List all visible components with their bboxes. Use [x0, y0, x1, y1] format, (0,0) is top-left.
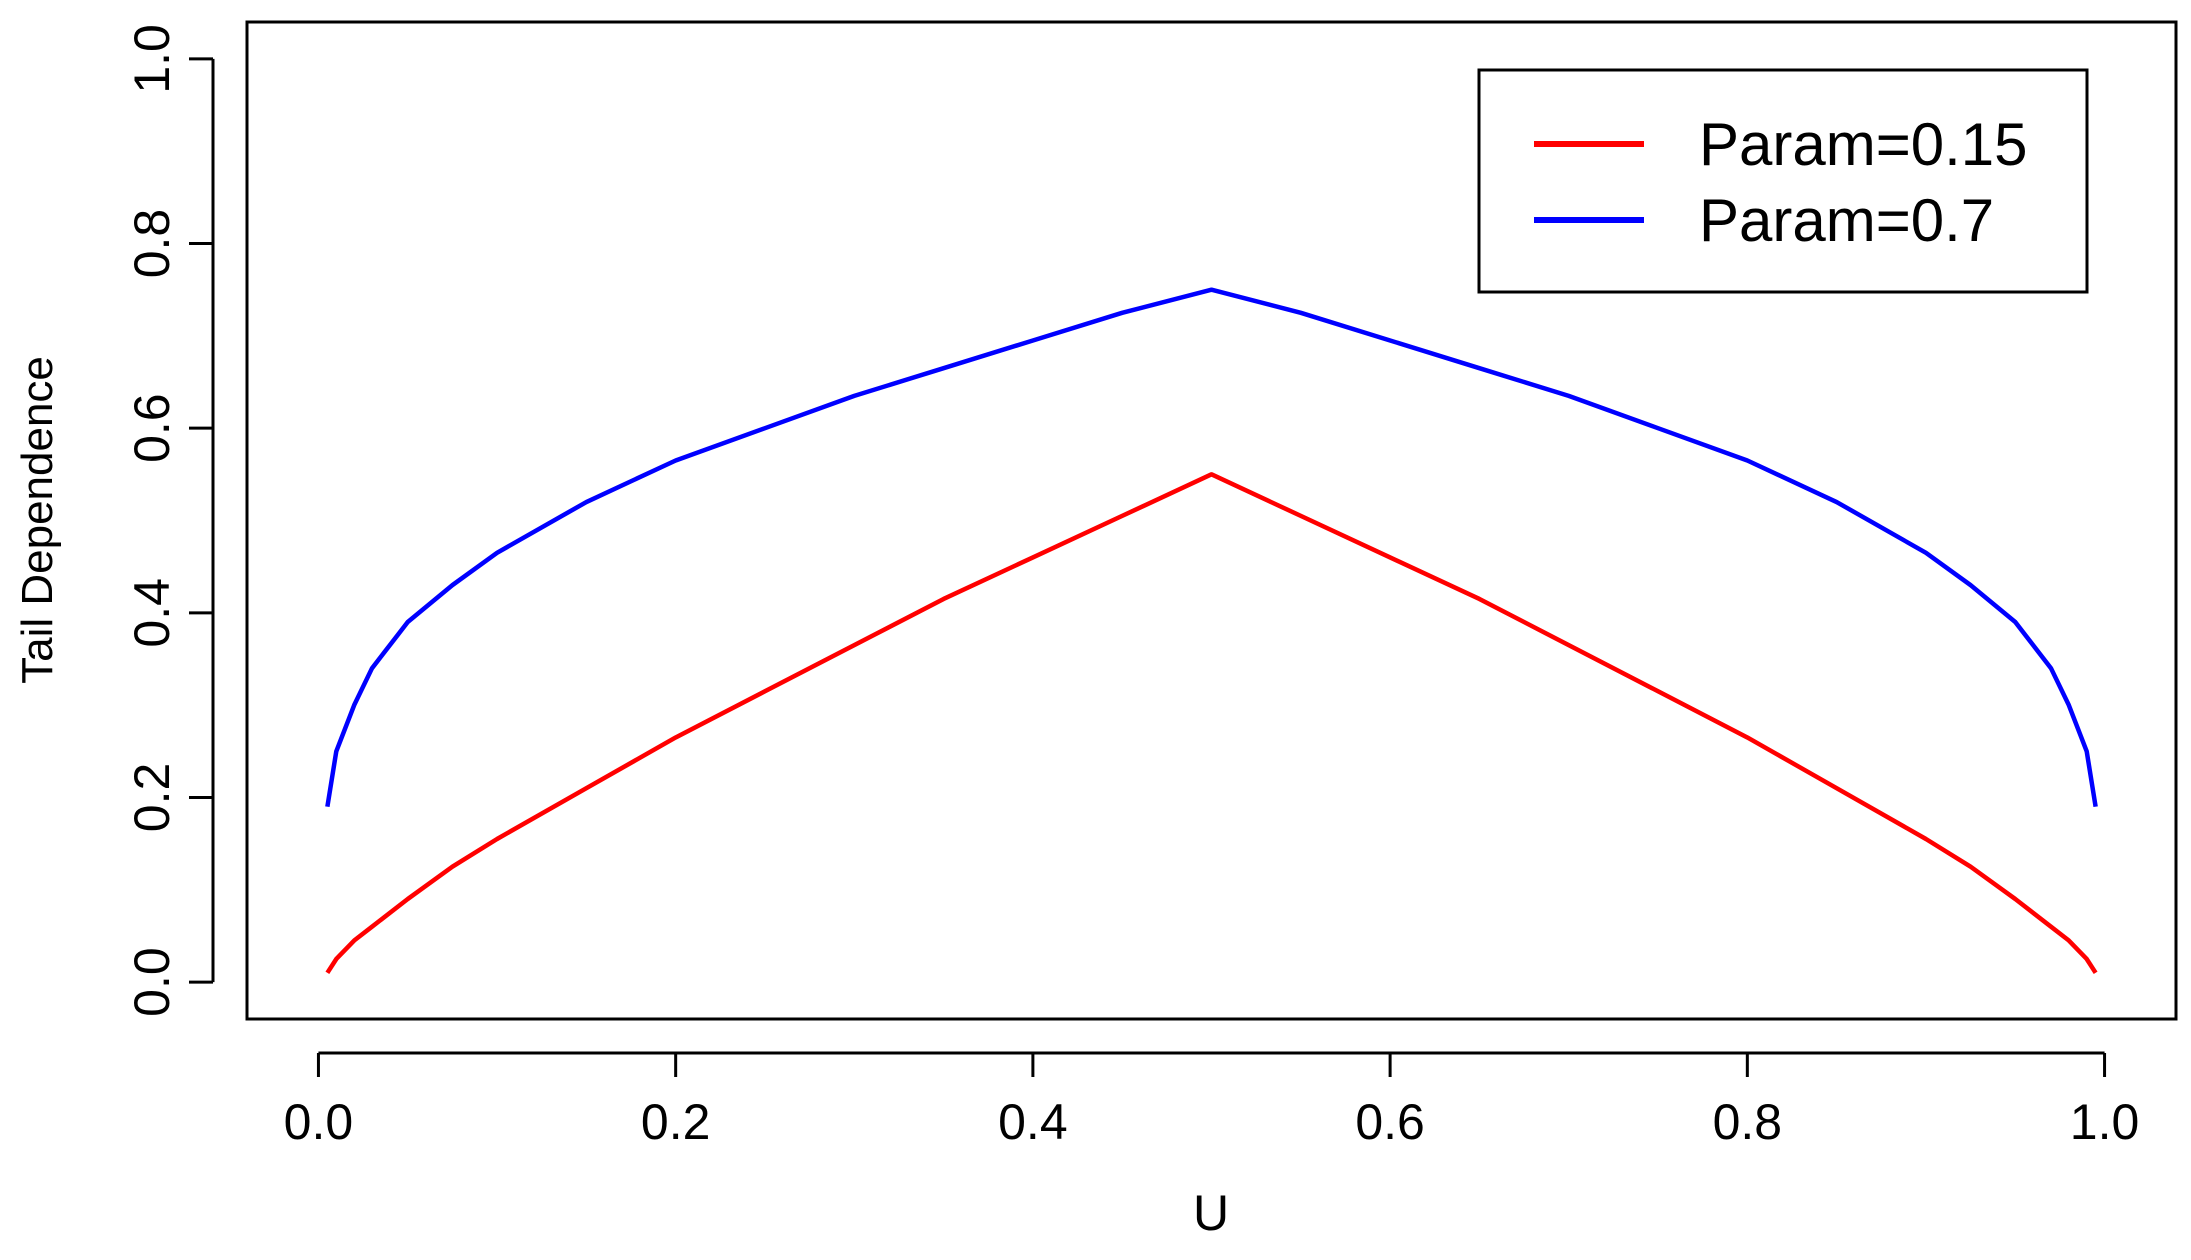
y-axis-label: Tail Dependence: [13, 356, 62, 684]
x-tick-label: 0.0: [284, 1094, 354, 1150]
data-line: [325, 287, 2098, 808]
data-line: [325, 472, 2098, 975]
legend-box: [1477, 68, 2089, 294]
y-tick-label: 0.8: [124, 209, 180, 279]
x-axis-label: U: [1193, 1185, 1229, 1241]
y-tick-label: 0.0: [124, 947, 180, 1017]
legend-label: Param=0.15: [1699, 111, 2028, 178]
legend: Param=0.15 Param=0.7: [1477, 68, 2089, 294]
x-tick-label: 0.4: [998, 1094, 1068, 1150]
y-tick-label: 1.0: [124, 24, 180, 94]
y-tick-label: 0.4: [124, 578, 180, 648]
x-tick-label: 0.6: [1355, 1094, 1425, 1150]
x-tick-label: 1.0: [2070, 1094, 2140, 1150]
plot-frame: [245, 20, 2178, 1021]
x-tick-label: 0.2: [641, 1094, 711, 1150]
x-tick-label: 0.8: [1713, 1094, 1783, 1150]
y-tick-label: 0.2: [124, 763, 180, 833]
legend-label: Param=0.7: [1699, 187, 1994, 254]
y-tick-label: 0.6: [124, 393, 180, 463]
